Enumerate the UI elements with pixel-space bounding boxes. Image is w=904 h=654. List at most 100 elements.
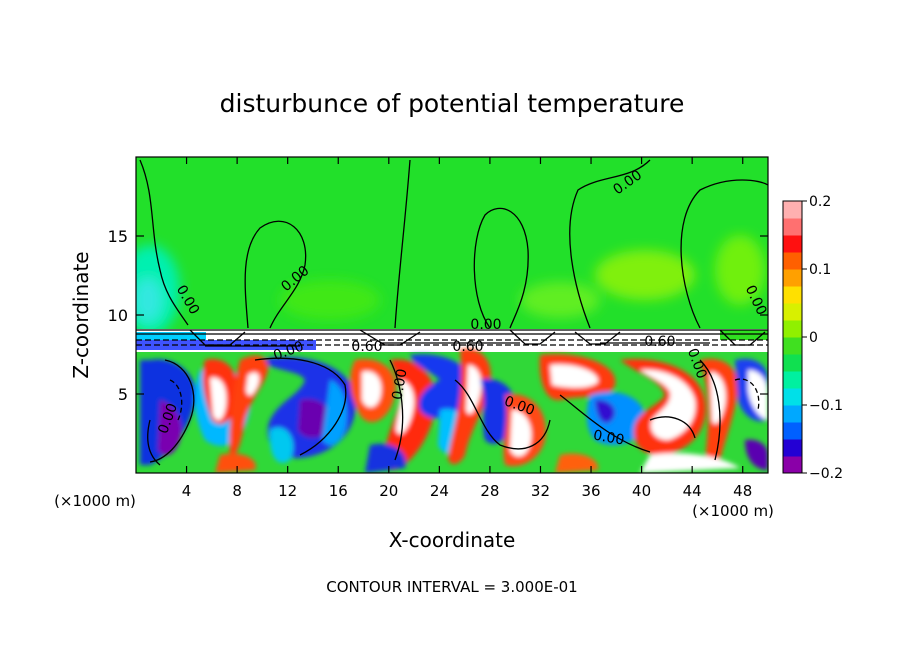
contour-lines bbox=[136, 159, 768, 466]
colorbar-swatch bbox=[783, 337, 802, 355]
white-eddy bbox=[510, 410, 532, 457]
inversion-green-edge bbox=[720, 330, 768, 340]
contour-line bbox=[389, 359, 404, 461]
contour-label: 0.00 bbox=[592, 427, 625, 448]
y-tick-label: 5 bbox=[118, 385, 128, 404]
x-tick-label: 8 bbox=[232, 482, 242, 500]
contour-line bbox=[169, 379, 183, 421]
contour-line bbox=[699, 359, 721, 461]
contour-line bbox=[244, 220, 307, 329]
blue-eddy bbox=[365, 443, 406, 473]
colorbar-swatch bbox=[783, 252, 802, 270]
contour-line bbox=[574, 331, 621, 345]
x-tick-label: 32 bbox=[531, 482, 550, 500]
blue-eddy bbox=[410, 354, 472, 419]
x-tick-label: 48 bbox=[733, 482, 752, 500]
cyan-eddy bbox=[269, 427, 294, 463]
contour-line bbox=[719, 329, 766, 346]
contour-line bbox=[734, 378, 760, 411]
purple-eddy bbox=[158, 400, 182, 456]
x-tick-label: 4 bbox=[182, 482, 192, 500]
upper-yellowgreen-patch bbox=[520, 282, 600, 318]
white-eddy bbox=[246, 372, 260, 396]
contour-line bbox=[454, 379, 551, 450]
x-axis-title: X-coordinate bbox=[389, 528, 516, 552]
y-axis-title: Z-coordinate bbox=[69, 251, 93, 378]
contour-line bbox=[473, 207, 529, 329]
contour-line bbox=[569, 159, 651, 329]
colorbar-swatch bbox=[783, 269, 802, 287]
white-eddy bbox=[362, 371, 382, 408]
purple-eddy bbox=[745, 439, 768, 470]
contour-label: 0.60 bbox=[351, 339, 382, 355]
colorbar-swatch bbox=[783, 354, 802, 372]
contour-line bbox=[139, 159, 189, 326]
upper-light-patch bbox=[136, 278, 162, 322]
x-tick-label: 12 bbox=[278, 482, 297, 500]
colorbar-tick-label: −0.1 bbox=[809, 398, 843, 414]
contour-line bbox=[147, 419, 161, 466]
plot-area: 0.00 0.00 0.00 0.00 0.60 0.60 0.60 0.00 … bbox=[136, 157, 768, 473]
red-eddy bbox=[555, 453, 599, 473]
colorbar: −0.2 −0.1 0 0.1 0.2 bbox=[782, 194, 843, 482]
contour-line bbox=[359, 329, 421, 346]
colorbar-swatch bbox=[783, 422, 802, 440]
x-unit-label-right: (×1000 m) bbox=[692, 502, 774, 520]
red-eddy bbox=[215, 453, 256, 473]
colorbar-tick-label: 0.2 bbox=[809, 194, 831, 210]
upper-layer bbox=[136, 157, 768, 329]
chart-title: disturbunce of potential temperature bbox=[220, 89, 685, 118]
colorbar-swatch bbox=[783, 218, 802, 236]
x-tick-label: 44 bbox=[683, 482, 702, 500]
x-tick-label: 20 bbox=[379, 482, 398, 500]
white-eddy bbox=[640, 369, 696, 440]
inversion-cyan-edge bbox=[136, 332, 206, 340]
colorbar-swatch bbox=[783, 371, 802, 389]
x-tick-label: 40 bbox=[632, 482, 651, 500]
contour-line bbox=[509, 329, 556, 345]
white-eddy bbox=[210, 377, 227, 421]
purple-eddy bbox=[298, 399, 331, 438]
purple-eddy bbox=[595, 399, 615, 424]
contour-line bbox=[649, 416, 696, 439]
x-tick-label: 16 bbox=[329, 482, 348, 500]
y-tick-label: 10 bbox=[108, 306, 128, 325]
contour-line bbox=[149, 359, 195, 463]
contour-line bbox=[559, 394, 651, 453]
y-tick-label: 15 bbox=[108, 227, 128, 246]
upper-yellowgreen-patch bbox=[595, 250, 695, 300]
x-unit-label-left: (×1000 m) bbox=[54, 492, 136, 510]
x-tick-label: 28 bbox=[480, 482, 499, 500]
white-eddy bbox=[396, 380, 415, 435]
contour-label: 0.00 bbox=[389, 368, 410, 401]
y-axis: 5 10 15 bbox=[108, 227, 768, 404]
x-axis: 4 8 12 16 20 24 28 32 36 40 44 48 bbox=[182, 157, 752, 500]
upper-yellowgreen-patch bbox=[715, 235, 765, 305]
blue-eddy bbox=[322, 380, 347, 446]
colorbar-swatch bbox=[783, 439, 802, 457]
contour-label: 0.60 bbox=[644, 334, 675, 350]
contour-line bbox=[394, 159, 411, 329]
white-eddy bbox=[466, 365, 482, 415]
colorbar-tick-label: 0 bbox=[809, 330, 818, 346]
x-tick-label: 24 bbox=[430, 482, 449, 500]
contour-line bbox=[254, 357, 347, 456]
contour-line bbox=[680, 179, 768, 329]
contour-line bbox=[189, 329, 246, 346]
colorbar-swatch bbox=[783, 235, 802, 253]
colorbar-swatch bbox=[783, 286, 802, 304]
x-tick-label: 36 bbox=[581, 482, 600, 500]
colorbar-swatch bbox=[783, 405, 802, 423]
upper-yellowgreen-patch bbox=[280, 280, 380, 320]
colorbar-swatch bbox=[783, 320, 802, 338]
colorbar-swatch bbox=[783, 201, 802, 219]
white-eddy bbox=[550, 364, 599, 388]
contour-label: 0.60 bbox=[452, 339, 483, 355]
white-eddy bbox=[748, 370, 768, 420]
colorbar-swatch bbox=[783, 456, 802, 474]
colorbar-tick-label: −0.2 bbox=[809, 466, 843, 482]
contour-label: 0.00 bbox=[470, 317, 501, 333]
colorbar-swatch bbox=[783, 388, 802, 406]
colorbar-swatch bbox=[783, 303, 802, 321]
